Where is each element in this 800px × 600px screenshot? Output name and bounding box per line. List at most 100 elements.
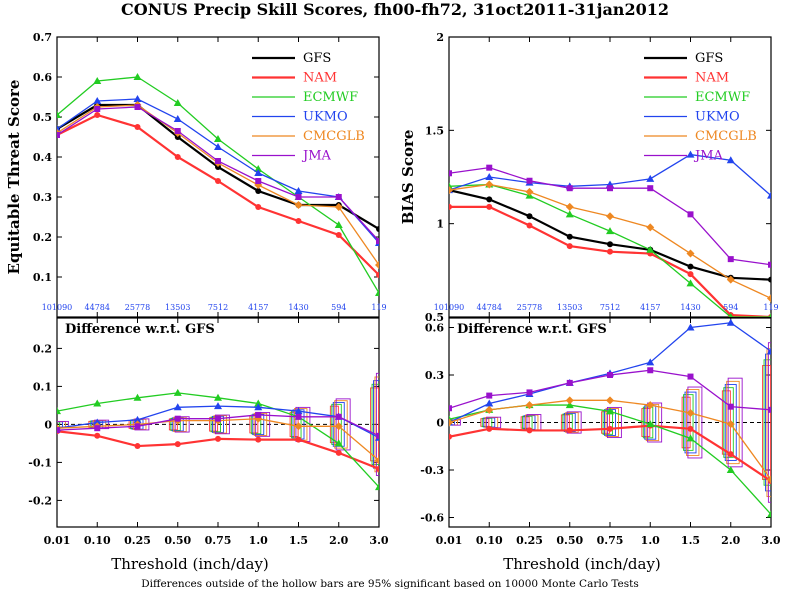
bias-difference-panel-point-cmcglb xyxy=(767,475,771,484)
ets-difference-panel-ytick-label: 0.2 xyxy=(33,342,52,355)
ets-difference-panel-point-nam xyxy=(255,436,262,443)
bias-difference-panel: -0.6 -0.3 0 0.3 0.6 0.01 0.10 0.25 0.50 0.75 1.0 1.… xyxy=(420,317,781,547)
bias-panel-point-gfs xyxy=(566,233,573,240)
ets-difference-panel-point-ukmo xyxy=(214,402,222,410)
ets-panel-point-jma xyxy=(94,106,101,112)
bias-panel-legend-label-gfs: GFS xyxy=(695,51,723,66)
ets-panel-sample-count: 119 xyxy=(371,303,386,312)
bias-difference-panel-xtick-label: 1.5 xyxy=(681,534,700,547)
bias-panel-point-ecmwf xyxy=(606,227,614,235)
ets-panel-point-ecmwf xyxy=(133,73,142,80)
ets-difference-panel-point-jma xyxy=(57,427,60,434)
bias-panel-point-jma xyxy=(449,170,452,177)
bias-panel-ytick-label: 2 xyxy=(436,31,444,44)
bias-difference-panel-point-nam xyxy=(727,451,734,458)
bias-panel-sample-count: 13503 xyxy=(557,303,582,312)
bias-panel-point-ukmo xyxy=(767,191,771,199)
ets-panel-ytick-label: 0.2 xyxy=(33,231,52,244)
bias-difference-panel-point-ecmwf xyxy=(726,466,735,473)
ets-panel-point-jma xyxy=(174,128,181,134)
bias-panel-point-ukmo xyxy=(485,173,494,180)
bias-panel-sample-count: 594 xyxy=(723,303,738,312)
ets-panel-point-cmcglb xyxy=(375,261,379,269)
bias-difference-panel-plot-area xyxy=(449,318,771,518)
bias-difference-panel-point-ecmwf xyxy=(646,420,655,428)
ets-difference-panel-xtick-label: 1.5 xyxy=(289,534,308,547)
ets-difference-panel-point-nam xyxy=(215,435,221,442)
bias-panel-point-gfs xyxy=(526,213,533,220)
ets-panel-point-ukmo xyxy=(173,115,182,122)
ets-difference-panel-significance-bar-cmcglb xyxy=(334,400,348,449)
ets-difference-panel-point-nam xyxy=(174,441,181,448)
ets-panel-ytick-label: 0.7 xyxy=(33,31,52,44)
bias-difference-panel-xtick-label: 2.0 xyxy=(721,534,740,547)
bias-difference-panel-point-ukmo xyxy=(485,399,494,407)
bias-panel-point-ecmwf xyxy=(686,279,695,287)
bias-panel-point-cmcglb xyxy=(726,275,735,284)
bias-difference-panel-point-nam xyxy=(566,427,573,434)
ets-panel-point-jma xyxy=(57,132,60,138)
bias-panel-sample-count: 119 xyxy=(763,303,778,312)
bias-panel-sample-count: 25778 xyxy=(517,303,542,312)
ets-panel-sample-count: 101090 xyxy=(42,303,73,312)
ets-difference-panel-point-jma xyxy=(335,413,342,420)
ets-difference-panel-ytick-label: -0.1 xyxy=(28,456,52,469)
ets-panel-point-gfs xyxy=(376,226,379,232)
ets-difference-panel-point-nam xyxy=(134,443,141,450)
ets-panel-point-ecmwf xyxy=(375,289,379,296)
right-x-axis-label: Threshold (inch/day) xyxy=(503,555,661,573)
bias-panel-point-jma xyxy=(647,185,654,192)
bias-difference-panel-ytick-label: 0.6 xyxy=(425,322,444,335)
ets-panel-point-nam xyxy=(295,218,302,224)
figure-title: CONUS Precip Skill Scores, fh00-fh72, 31… xyxy=(121,0,669,19)
ets-difference-panel-xtick-label: 1.0 xyxy=(249,534,268,547)
ets-panel-point-nam xyxy=(335,232,342,238)
ets-panel-point-cmcglb xyxy=(334,203,343,211)
ets-difference-panel-point-cmcglb xyxy=(334,422,343,431)
ets-difference-panel-point-nam xyxy=(376,465,379,472)
ets-difference-panel-title: Difference w.r.t. GFS xyxy=(65,322,215,337)
bias-panel-point-jma xyxy=(486,164,493,171)
ets-difference-panel-point-ecmwf xyxy=(334,439,343,447)
bias-difference-panel-point-cmcglb xyxy=(646,401,655,410)
bias-difference-panel-significance-bar-cmcglb xyxy=(686,389,700,456)
bias-panel-legend-label-ukmo: UKMO xyxy=(695,110,740,125)
bias-difference-panel-point-nam xyxy=(607,425,613,432)
bias-panel-point-jma xyxy=(526,177,533,184)
bias-panel-point-cmcglb xyxy=(525,187,534,196)
bias-panel-point-gfs xyxy=(768,276,771,283)
bias-difference-panel-xtick-label: 0.01 xyxy=(436,534,463,547)
ets-difference-panel-point-ecmwf xyxy=(57,407,61,415)
bias-difference-panel-point-ukmo xyxy=(726,318,735,326)
bias-difference-panel-point-jma xyxy=(526,389,533,396)
bias-difference-panel-point-ecmwf xyxy=(565,401,574,409)
ets-difference-panel-point-nam xyxy=(94,432,101,439)
bias-difference-panel-point-nam xyxy=(687,425,694,432)
bias-panel-sample-count: 44784 xyxy=(477,303,502,312)
ets-panel-legend-label-jma: JMA xyxy=(301,149,332,164)
ets-y-axis-label: Equitable Threat Score xyxy=(5,80,23,275)
ets-panel-point-ecmwf xyxy=(214,135,222,142)
ets-panel-point-jma xyxy=(134,104,141,110)
ets-panel-point-ukmo xyxy=(93,97,102,104)
bias-panel-point-cmcglb xyxy=(449,186,453,195)
bias-panel-point-ecmwf xyxy=(565,210,574,218)
ets-difference-panel-significance-bar-cmcglb xyxy=(374,376,379,473)
bias-panel-point-cmcglb xyxy=(686,249,695,258)
ets-difference-panel-xtick-label: 0.75 xyxy=(205,534,232,547)
ets-difference-panel-point-ecmwf xyxy=(133,393,142,401)
ets-panel-point-ukmo xyxy=(254,169,263,176)
significance-footnote: Differences outside of the hollow bars a… xyxy=(141,578,639,590)
bias-panel: 0.5 1 1.5 2 101090 44784 25778 13503 7512 4157 143… xyxy=(425,31,779,324)
bias-panel-point-ecmwf xyxy=(646,245,655,253)
bias-difference-panel-ytick-label: -0.6 xyxy=(420,512,444,525)
bias-panel-ytick-label: 0.5 xyxy=(425,311,444,324)
bias-panel-point-cmcglb xyxy=(767,294,771,303)
bias-difference-panel-significance-bar-ukmo xyxy=(449,419,455,426)
ets-panel-point-jma xyxy=(295,194,302,200)
ets-difference-panel-point-nam xyxy=(295,436,302,443)
ets-panel-legend-label-cmcglb: CMCGLB xyxy=(303,129,365,144)
bias-difference-panel-point-ukmo xyxy=(686,323,695,331)
bias-difference-panel-point-ukmo xyxy=(646,358,655,366)
